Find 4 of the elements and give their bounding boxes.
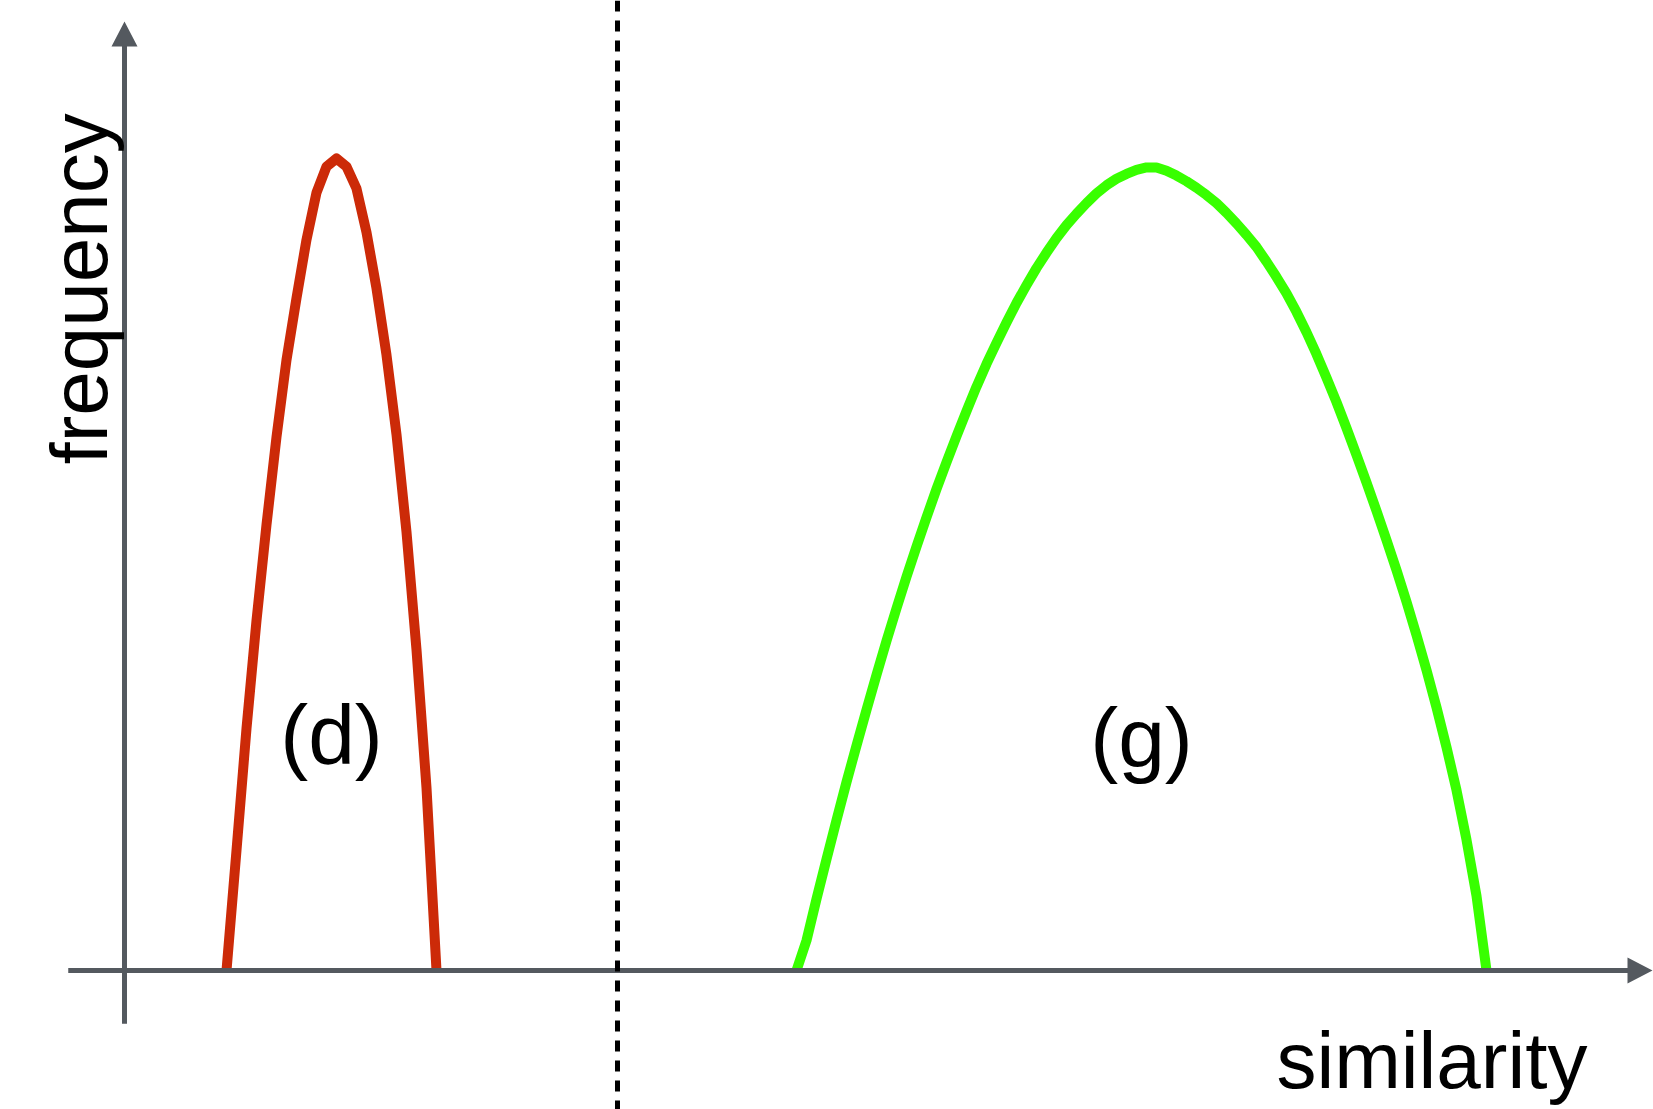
series-label: (d) bbox=[280, 688, 383, 783]
text: (g) bbox=[1090, 690, 1193, 785]
x-axis-title: similarity bbox=[1276, 1016, 1588, 1105]
y-axis-title: frequency bbox=[35, 113, 124, 465]
